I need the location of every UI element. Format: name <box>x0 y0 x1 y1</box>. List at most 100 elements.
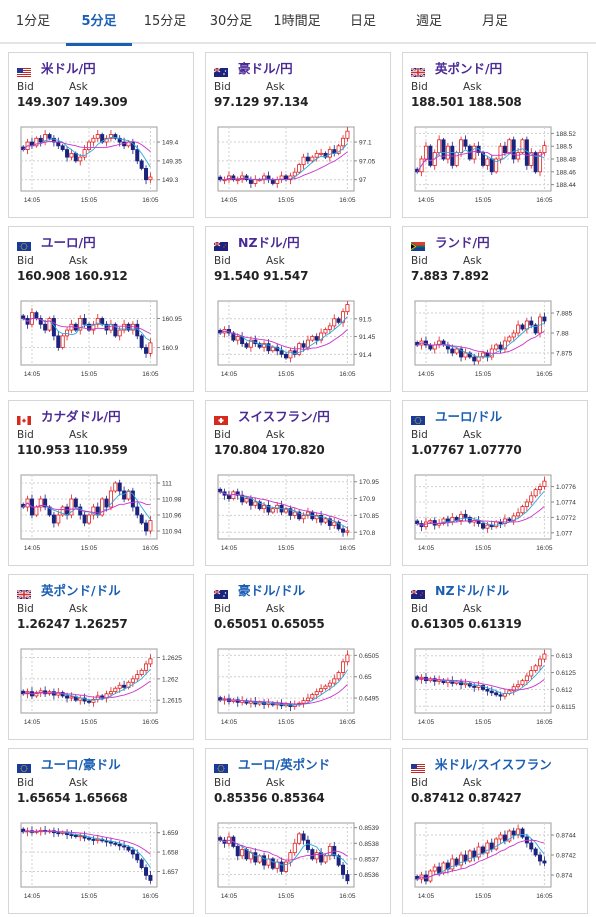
price-chart[interactable]: 14:05 15:05 16:05 170.95 170.9 170.85 170.8 <box>216 471 386 561</box>
currency-pair-link[interactable]: 豪ドル/円 <box>238 60 293 76</box>
candle-body <box>69 152 74 158</box>
candle-body <box>87 323 92 331</box>
tab-1[interactable]: 5分足 <box>66 0 132 46</box>
y-tick-label: 7.885 <box>556 311 573 318</box>
candle-body <box>38 137 43 143</box>
tab-2[interactable]: 15分足 <box>143 14 187 29</box>
rate-card-header: スイスフラン/円 <box>214 406 384 425</box>
tab-0[interactable]: 1分足 <box>15 14 51 29</box>
bid-label: Bid <box>214 81 231 93</box>
currency-pair-link[interactable]: 豪ドル/ドル <box>238 582 306 598</box>
rate-card[interactable]: 米ドル/円 Bid Ask 149.307 149.309 14:05 15:05 16:05… <box>8 52 194 218</box>
ma-slow-line <box>22 140 151 152</box>
tab-7[interactable]: 月足 <box>481 14 508 29</box>
candle-body <box>476 356 481 362</box>
candle-body <box>529 152 534 166</box>
price-chart[interactable]: 14:05 15:05 16:05 0.613 0.6125 0.612 0.6115 <box>413 645 583 735</box>
currency-pair-link[interactable]: 英ポンド/円 <box>435 60 503 76</box>
tab-6[interactable]: 週足 <box>415 14 442 29</box>
price-chart[interactable]: 14:05 15:05 16:05 1.659 1.658 1.657 <box>19 819 189 909</box>
rate-card[interactable]: ユーロ/英ポンド Bid Ask 0.85356 0.85364 14:05 15:05 16… <box>205 748 391 914</box>
currency-pair-link[interactable]: ユーロ/英ポンド <box>238 756 331 772</box>
x-tick-label: 16:05 <box>142 197 159 204</box>
rate-card[interactable]: カナダドル/円 Bid Ask 110.953 110.959 14:05 15:05 16:… <box>8 400 194 566</box>
price-chart[interactable]: 14:05 15:05 16:05 0.8539 0.8538 0.8537 0.8536 <box>216 819 386 909</box>
currency-pair-link[interactable]: ユーロ/ドル <box>435 408 503 424</box>
price-chart[interactable]: 14:05 15:05 16:05 0.6505 0.65 0.6495 <box>216 645 386 735</box>
candle-body <box>301 156 306 166</box>
currency-pair-link[interactable]: NZドル/ドル <box>435 582 510 598</box>
currency-pair-link[interactable]: ユーロ/豪ドル <box>41 756 121 772</box>
rate-card[interactable]: 豪ドル/円 Bid Ask 97.129 97.134 14:05 15:05 16:05 97… <box>205 52 391 218</box>
candle-body <box>538 658 543 667</box>
currency-pair-link[interactable]: 米ドル/スイスフラン <box>435 756 552 772</box>
candle-body <box>463 682 468 686</box>
price-chart[interactable]: 14:05 15:05 16:05 0.8744 0.8742 0.874 <box>413 819 583 909</box>
candle-body <box>481 152 486 166</box>
candle-body <box>21 315 26 319</box>
rate-card[interactable]: スイスフラン/円 Bid Ask 170.804 170.820 14:05 15:05 16… <box>205 400 391 566</box>
price-chart[interactable]: 14:05 15:05 16:05 91.5 91.45 91.4 <box>216 297 386 387</box>
candle-body <box>437 866 442 874</box>
rate-card[interactable]: 米ドル/スイスフラン Bid Ask 0.87412 0.87427 14:05 15:05… <box>402 748 588 914</box>
candle-body <box>415 676 420 680</box>
candle-body <box>489 158 494 173</box>
uk-flag-icon <box>16 584 33 600</box>
candle-body <box>91 698 96 703</box>
currency-pair-link[interactable]: NZドル/円 <box>238 234 300 250</box>
rate-card[interactable]: ユーロ/円 Bid Ask 160.908 160.912 14:05 15:05 16:05… <box>8 226 194 392</box>
candle-body <box>507 518 512 521</box>
candle-body <box>60 335 65 348</box>
x-tick-label: 16:05 <box>339 545 356 552</box>
ask-value: 0.85364 <box>271 791 325 805</box>
quote-labels: Bid Ask <box>17 81 92 93</box>
rate-card[interactable]: 英ポンド/円 Bid Ask 188.501 188.508 14:05 15:05 16:0… <box>402 52 588 218</box>
candle-body <box>441 518 446 524</box>
quote-values: 0.65051 0.65055 <box>214 617 329 631</box>
y-tick-label: 149.4 <box>162 140 179 147</box>
price-chart[interactable]: 14:05 15:05 16:05 160.95 160.9 <box>19 297 189 387</box>
y-tick-label: 0.8536 <box>359 872 379 879</box>
x-tick-label: 16:05 <box>536 371 553 378</box>
y-tick-label: 170.85 <box>359 513 379 520</box>
candle-body <box>538 486 543 491</box>
currency-pair-link[interactable]: ユーロ/円 <box>41 234 96 250</box>
candle-body <box>218 488 223 493</box>
price-chart[interactable]: 14:05 15:05 16:05 188.52 188.5 188.48 188.46 18… <box>413 123 583 213</box>
rate-card[interactable]: ユーロ/豪ドル Bid Ask 1.65654 1.65668 14:05 15:05 16:… <box>8 748 194 914</box>
candle-body <box>463 513 468 518</box>
rate-card[interactable]: 豪ドル/ドル Bid Ask 0.65051 0.65055 14:05 15:05 16:0… <box>205 574 391 740</box>
currency-pair-link[interactable]: スイスフラン/円 <box>238 408 330 424</box>
tab-5[interactable]: 日足 <box>349 14 376 29</box>
candle-body <box>122 845 127 848</box>
price-chart[interactable]: 14:05 15:05 16:05 7.885 7.88 7.875 <box>413 297 583 387</box>
price-chart[interactable]: 14:05 15:05 16:05 97.1 97.05 97 <box>216 123 386 213</box>
y-tick-label: 160.95 <box>162 316 182 323</box>
price-chart[interactable]: 14:05 15:05 16:05 111 110.98 110.96 110.94 <box>19 471 189 561</box>
rate-card[interactable]: ユーロ/ドル Bid Ask 1.07767 1.07770 14:05 15:05 16:0… <box>402 400 588 566</box>
candle-body <box>104 498 109 508</box>
tab-4[interactable]: 1時間足 <box>273 14 321 29</box>
candle-body <box>314 515 319 520</box>
y-tick-label: 1.077 <box>556 530 573 537</box>
candle-body <box>38 318 43 325</box>
bid-label: Bid <box>214 429 231 441</box>
currency-pair-link[interactable]: カナダドル/円 <box>41 408 121 424</box>
currency-pair-link[interactable]: 英ポンド/ドル <box>41 582 121 598</box>
quote-values: 7.883 7.892 <box>411 269 493 283</box>
rate-card[interactable]: ランド/円 Bid Ask 7.883 7.892 14:05 15:05 16:05 7.88… <box>402 226 588 392</box>
currency-pair-link[interactable]: ランド/円 <box>435 234 490 250</box>
rate-card[interactable]: NZドル/ドル Bid Ask 0.61305 0.61319 14:05 15:05 16:… <box>402 574 588 740</box>
y-tick-label: 91.45 <box>359 334 376 341</box>
currency-pair-link[interactable]: 米ドル/円 <box>41 60 96 76</box>
rate-card[interactable]: NZドル/円 Bid Ask 91.540 91.547 14:05 15:05 16:05 9… <box>205 226 391 392</box>
price-chart[interactable]: 14:05 15:05 16:05 1.2625 1.262 1.2615 <box>19 645 189 735</box>
price-chart[interactable]: 14:05 15:05 16:05 149.4 149.35 149.3 <box>19 123 189 213</box>
x-tick-label: 15:05 <box>278 893 295 900</box>
quote-labels: Bid Ask <box>214 603 289 615</box>
rate-card[interactable]: 英ポンド/ドル Bid Ask 1.26247 1.26257 14:05 15:05 16:… <box>8 574 194 740</box>
tab-3[interactable]: 30分足 <box>209 14 253 29</box>
price-chart[interactable]: 14:05 15:05 16:05 1.0776 1.0774 1.0772 1.077 <box>413 471 583 561</box>
y-tick-label: 0.8742 <box>556 853 576 860</box>
candle-body <box>345 304 350 313</box>
